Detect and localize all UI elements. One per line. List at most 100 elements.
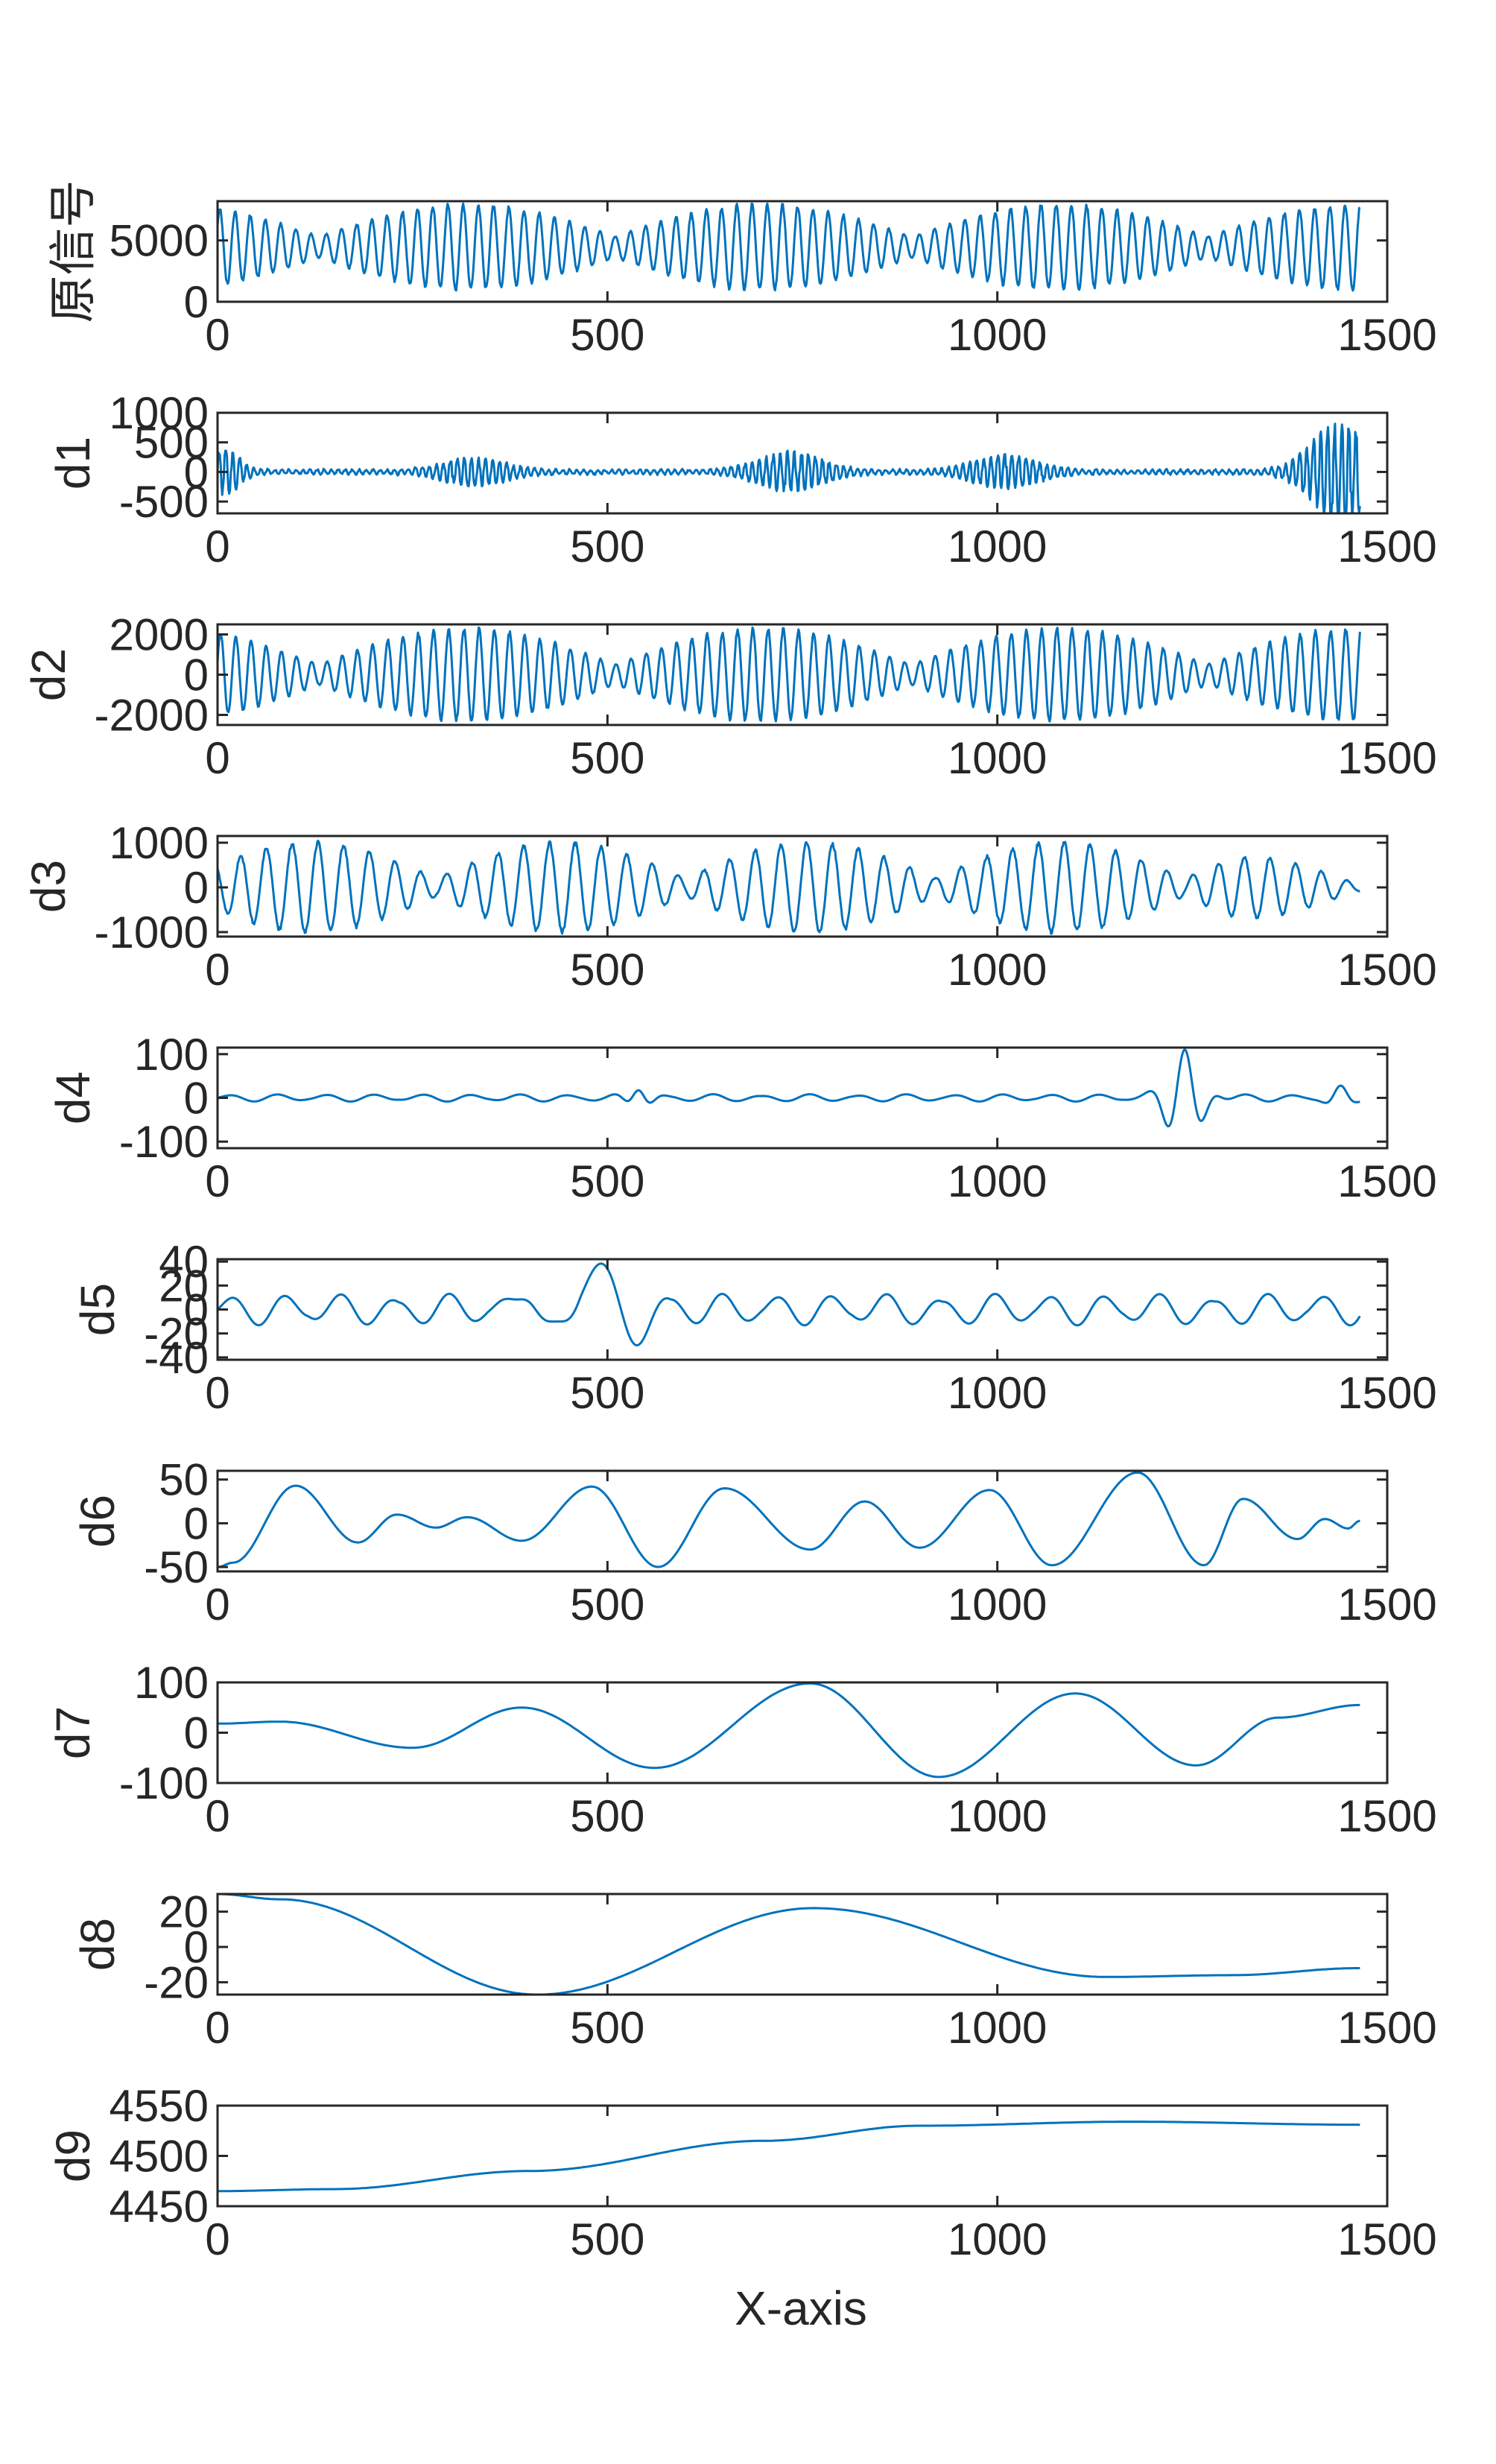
x-tick-label: 1500 (1337, 310, 1436, 360)
series-line (218, 1471, 1360, 1568)
x-tick-label: 1000 (948, 1580, 1047, 1630)
x-tick-label: 500 (570, 2214, 644, 2264)
series-line (218, 1682, 1360, 1779)
series-line (218, 1048, 1360, 1128)
y-tick-label: 0 (184, 1922, 209, 1972)
x-tick-label: 0 (205, 1156, 229, 1206)
x-tick-label: 1500 (1337, 945, 1436, 995)
x-tick-label: 500 (570, 522, 644, 571)
series-line (218, 1894, 1360, 1995)
y-tick-label: 0 (184, 863, 209, 913)
y-tick-label: -20 (144, 1957, 209, 2007)
x-tick-label: 1000 (948, 310, 1047, 360)
x-tick-label: 1500 (1337, 733, 1436, 783)
x-tick-label: 500 (570, 1580, 644, 1630)
x-tick-label: 0 (205, 1580, 229, 1630)
y-tick-label: 0 (184, 447, 209, 497)
y-axis-label: d4 (46, 1071, 100, 1124)
series-line (218, 422, 1361, 513)
y-axis-label: 原信号 (46, 180, 100, 323)
x-tick-label: 500 (570, 733, 644, 783)
x-tick-label: 0 (205, 733, 229, 783)
y-tick-label: 100 (134, 1030, 209, 1080)
y-axis-label: d1 (46, 437, 100, 490)
y-tick-label: 0 (184, 277, 209, 327)
x-tick-label: 1000 (948, 2214, 1047, 2264)
axes-box (216, 200, 1389, 303)
axes-box (216, 1046, 1389, 1150)
x-tick-label: 1500 (1337, 1580, 1436, 1630)
y-tick-label: 1000 (110, 818, 209, 868)
y-tick-label: -40 (144, 1333, 209, 1383)
y-tick-label: 4450 (110, 2182, 209, 2232)
x-tick-label: 500 (570, 945, 644, 995)
axes-box (216, 1893, 1389, 1996)
y-tick-label: 40 (159, 1237, 209, 1287)
y-tick-label: 2000 (110, 610, 209, 660)
x-tick-label: 1000 (948, 945, 1047, 995)
y-tick-label: 20 (159, 1261, 209, 1311)
series-line (218, 626, 1361, 723)
x-axis-label: X-axis (735, 2281, 867, 2335)
x-tick-label: 1000 (948, 733, 1047, 783)
axes-box (216, 411, 1389, 515)
y-tick-label: 50 (159, 1455, 209, 1505)
axes-box (216, 2104, 1389, 2208)
x-tick-label: 0 (205, 2003, 229, 2053)
y-tick-label: -500 (119, 477, 209, 527)
x-tick-label: 1000 (948, 522, 1047, 571)
x-tick-label: 1000 (948, 1156, 1047, 1206)
x-tick-label: 1500 (1337, 2003, 1436, 2053)
y-tick-label: 0 (184, 1285, 209, 1335)
x-tick-label: 0 (205, 2214, 229, 2264)
y-axis-label: d7 (46, 1706, 100, 1759)
y-axis-label: d9 (46, 2129, 100, 2182)
axes-box (216, 1258, 1389, 1361)
x-tick-label: 500 (570, 1368, 644, 1418)
x-tick-label: 0 (205, 310, 229, 360)
y-tick-label: 0 (184, 1074, 209, 1124)
series-line (218, 2121, 1360, 2193)
y-tick-label: 20 (159, 1887, 209, 1937)
y-tick-label: 100 (134, 1658, 209, 1708)
series-line (218, 840, 1360, 935)
y-tick-label: -100 (119, 1758, 209, 1808)
x-tick-label: 500 (570, 310, 644, 360)
y-axis-label: d8 (71, 1918, 124, 1971)
x-tick-label: 1500 (1337, 522, 1436, 571)
y-tick-label: 0 (184, 1708, 209, 1758)
x-tick-label: 0 (205, 945, 229, 995)
x-tick-label: 1000 (948, 2003, 1047, 2053)
x-tick-label: 1500 (1337, 1156, 1436, 1206)
x-tick-label: 0 (205, 1791, 229, 1841)
x-tick-label: 500 (570, 1156, 644, 1206)
y-tick-label: 4550 (110, 2081, 209, 2131)
y-tick-label: 500 (134, 418, 209, 468)
y-tick-label: -20 (144, 1309, 209, 1359)
y-axis-label: d2 (22, 648, 75, 701)
series-line (218, 1262, 1361, 1346)
x-tick-label: 500 (570, 2003, 644, 2053)
y-axis-label: d3 (22, 860, 75, 913)
x-tick-label: 1000 (948, 1368, 1047, 1418)
x-tick-label: 1000 (948, 1791, 1047, 1841)
x-tick-label: 0 (205, 1368, 229, 1418)
y-tick-label: 0 (184, 1498, 209, 1548)
y-tick-label: 5000 (110, 216, 209, 266)
y-tick-label: 1000 (110, 388, 209, 438)
y-axis-label: d5 (71, 1283, 124, 1336)
y-tick-label: 0 (184, 650, 209, 700)
y-tick-label: -50 (144, 1542, 209, 1592)
